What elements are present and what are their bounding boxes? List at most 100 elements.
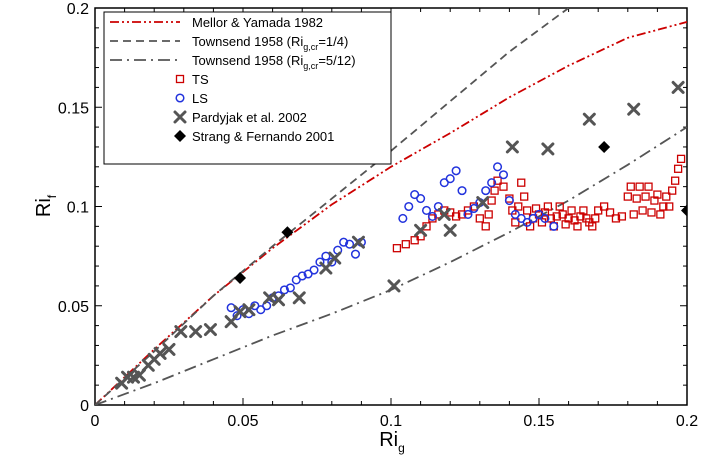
- data-point: [520, 192, 529, 201]
- data-point: [476, 196, 490, 210]
- x-tick-label: 0: [91, 413, 100, 430]
- data-point: [659, 202, 668, 211]
- legend-label-main: Townsend 1958 (Ri: [192, 34, 303, 49]
- data-point: [451, 166, 461, 176]
- legend-label-sub: g,cr: [303, 42, 318, 52]
- data-point: [598, 140, 611, 153]
- data-point: [174, 325, 188, 339]
- data-point: [505, 140, 519, 154]
- data-point: [493, 162, 503, 172]
- data-point: [404, 201, 414, 212]
- y-tick-label: 0.05: [58, 299, 89, 316]
- data-point: [641, 192, 650, 201]
- legend-item: LS: [175, 91, 208, 106]
- x-tick-label: 0.1: [380, 413, 402, 430]
- data-point: [668, 186, 677, 195]
- y-axis-label: Ri: [33, 198, 55, 217]
- data-point: [162, 342, 176, 356]
- data-point: [327, 257, 337, 267]
- legend-item: Strang & Fernando 2001: [174, 129, 334, 144]
- data-point: [564, 214, 573, 223]
- legend-item: Mellor & Yamada 1982: [110, 15, 323, 30]
- series-line: [95, 8, 570, 405]
- data-point: [517, 178, 526, 187]
- data-point: [309, 265, 319, 275]
- data-point: [224, 315, 238, 329]
- data-point: [647, 208, 656, 217]
- data-point: [665, 202, 674, 211]
- data-point: [153, 346, 167, 360]
- legend-label: Mellor & Yamada 1982: [192, 15, 323, 30]
- data-point: [475, 214, 484, 223]
- y-axis-title: Rif: [33, 194, 59, 217]
- data-point: [351, 235, 365, 249]
- legend-label: Townsend 1958 (Rig,cr=5/12): [192, 53, 356, 71]
- data-point: [445, 174, 455, 184]
- legend-label-main: Townsend 1958 (Ri: [192, 53, 303, 68]
- legend-label: TS: [192, 72, 209, 87]
- data-point: [591, 214, 600, 223]
- data-point: [671, 80, 685, 94]
- data-point: [573, 222, 582, 231]
- data-point: [653, 190, 662, 199]
- data-point: [671, 176, 680, 185]
- legend-item: Townsend 1958 (Rig,cr=5/12): [110, 53, 356, 71]
- data-point: [499, 182, 508, 191]
- y-tick-label: 0: [80, 398, 89, 415]
- legend-marker: [175, 74, 185, 84]
- data-point: [189, 325, 203, 339]
- data-point: [626, 182, 635, 191]
- data-point: [319, 261, 333, 275]
- legend-label-tail: =5/12): [318, 53, 355, 68]
- data-point: [611, 214, 621, 223]
- data-point: [315, 257, 325, 267]
- series-1: [95, 8, 570, 405]
- data-point: [285, 283, 295, 293]
- data-point: [339, 237, 349, 247]
- legend-label-tail: =1/4): [318, 34, 348, 49]
- data-point: [514, 202, 523, 211]
- legend-label: Pardyjak et al. 2002: [192, 110, 307, 125]
- legend-marker: [173, 110, 187, 124]
- y-tick-label: 0.15: [58, 100, 89, 117]
- series-layer: [95, 8, 687, 405]
- data-point: [549, 221, 559, 231]
- data-point: [242, 303, 256, 317]
- data-point: [481, 222, 490, 231]
- data-point: [451, 212, 461, 221]
- data-point: [487, 196, 496, 205]
- data-point: [629, 210, 638, 219]
- data-point: [555, 202, 564, 211]
- data-point: [632, 194, 641, 203]
- data-point: [328, 251, 342, 265]
- legend-box: [103, 11, 392, 165]
- data-point: [281, 226, 294, 239]
- data-point: [567, 206, 576, 215]
- axis-ticks: 0 0.05 0.1 0.15 0.2 0 0.05 0.1 0.15 0.2: [58, 1, 698, 430]
- data-point: [203, 323, 217, 337]
- data-point: [427, 211, 437, 221]
- x-axis-subscript: g: [398, 441, 405, 455]
- data-point: [401, 240, 410, 249]
- y-tick-label: 0.1: [67, 200, 89, 217]
- data-point: [457, 186, 467, 196]
- data-point: [421, 205, 432, 216]
- data-point: [437, 207, 451, 221]
- data-point: [546, 214, 555, 223]
- data-point: [416, 232, 425, 241]
- data-point: [579, 206, 588, 215]
- series-6: [234, 140, 687, 284]
- x-tick-label: 0.15: [523, 413, 554, 430]
- data-point: [490, 186, 499, 195]
- data-point: [345, 239, 355, 249]
- data-point: [272, 293, 286, 307]
- legend-item: Pardyjak et al. 2002: [173, 110, 307, 125]
- data-point: [662, 192, 671, 201]
- data-point: [605, 208, 615, 217]
- data-point: [443, 223, 457, 237]
- legend-label: LS: [192, 91, 208, 106]
- data-point: [487, 178, 497, 188]
- data-point: [617, 212, 627, 221]
